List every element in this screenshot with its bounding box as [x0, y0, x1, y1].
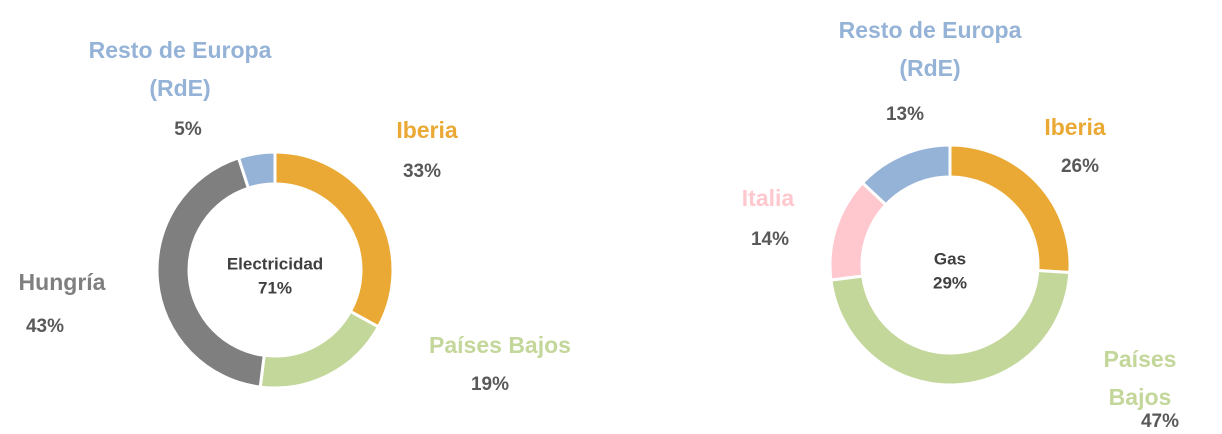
category-label: Resto de Europa (RdE) [838, 17, 1022, 81]
category-label: Hungría [18, 269, 106, 295]
value-label: 13% [885, 104, 925, 125]
value-label: 5% [174, 119, 202, 140]
donut-segment [155, 155, 266, 389]
value-label: 19% [470, 374, 510, 395]
center-value: 71% [258, 278, 292, 297]
center-title: Gas [934, 249, 966, 268]
value-label: 26% [1060, 156, 1100, 177]
value-label: 43% [25, 316, 65, 337]
value-label: 33% [402, 161, 442, 182]
category-label: Países Bajos [1103, 346, 1177, 410]
category-label: Países Bajos [429, 332, 571, 358]
donut-segment [273, 150, 395, 329]
donut-segment [258, 309, 381, 390]
category-label: Italia [741, 185, 795, 211]
value-label: 47% [1140, 411, 1180, 432]
donut-segment [236, 150, 277, 191]
value-label: 14% [750, 229, 790, 250]
donut-segment [948, 143, 1072, 275]
category-label: Iberia [1044, 114, 1106, 140]
category-label: Iberia [396, 117, 458, 143]
donut-segment [860, 143, 952, 207]
donut-segment [829, 268, 1072, 387]
category-label: Resto de Europa (RdE) [88, 37, 272, 101]
center-value: 29% [933, 273, 967, 292]
center-title: Electricidad [227, 254, 323, 273]
